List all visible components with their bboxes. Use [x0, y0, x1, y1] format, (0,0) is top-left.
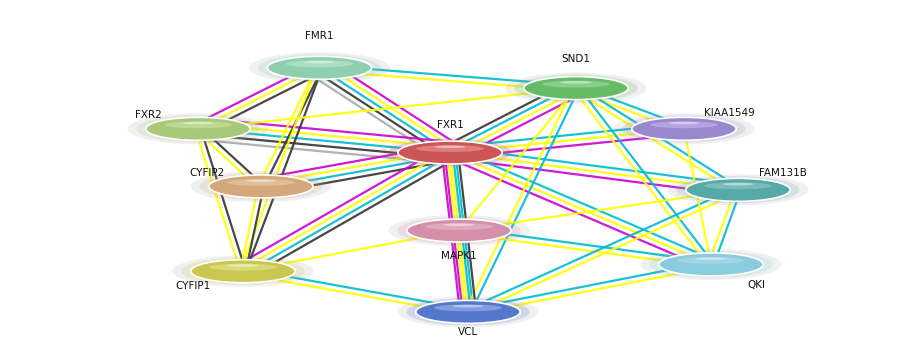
Ellipse shape [398, 141, 502, 164]
Ellipse shape [228, 264, 258, 267]
Ellipse shape [267, 56, 372, 79]
Ellipse shape [434, 304, 502, 311]
Ellipse shape [249, 52, 390, 83]
Ellipse shape [128, 113, 268, 144]
Ellipse shape [416, 300, 520, 323]
Text: FXR2: FXR2 [135, 110, 162, 120]
Ellipse shape [200, 173, 322, 200]
Ellipse shape [677, 257, 745, 264]
Text: SND1: SND1 [562, 54, 590, 64]
Ellipse shape [398, 296, 538, 327]
Ellipse shape [650, 251, 772, 278]
Ellipse shape [173, 256, 313, 287]
Ellipse shape [506, 73, 646, 104]
Ellipse shape [191, 260, 295, 283]
Ellipse shape [389, 215, 529, 246]
Ellipse shape [164, 121, 232, 128]
Text: CYFIP1: CYFIP1 [176, 281, 211, 292]
Ellipse shape [304, 61, 335, 63]
Ellipse shape [416, 300, 520, 323]
Ellipse shape [146, 117, 250, 140]
Ellipse shape [398, 217, 520, 244]
Ellipse shape [686, 178, 790, 201]
Ellipse shape [704, 182, 772, 189]
Ellipse shape [659, 253, 763, 276]
Ellipse shape [668, 174, 808, 205]
Ellipse shape [444, 223, 474, 226]
Ellipse shape [524, 77, 628, 100]
Text: CYFIP2: CYFIP2 [189, 168, 225, 178]
Ellipse shape [285, 60, 354, 67]
Ellipse shape [561, 81, 591, 84]
Ellipse shape [182, 258, 304, 285]
Ellipse shape [398, 141, 502, 164]
Ellipse shape [209, 264, 277, 271]
Ellipse shape [267, 56, 372, 79]
Ellipse shape [542, 81, 610, 87]
Text: FAM131B: FAM131B [759, 168, 807, 178]
Ellipse shape [407, 298, 529, 325]
Ellipse shape [686, 178, 790, 201]
Ellipse shape [453, 305, 483, 307]
Ellipse shape [183, 122, 213, 124]
Ellipse shape [650, 121, 718, 128]
Ellipse shape [407, 219, 511, 242]
Ellipse shape [623, 115, 745, 142]
Ellipse shape [407, 219, 511, 242]
Text: MAPK1: MAPK1 [441, 251, 477, 261]
Ellipse shape [146, 117, 250, 140]
Ellipse shape [632, 117, 736, 140]
Ellipse shape [258, 54, 381, 81]
Text: FMR1: FMR1 [305, 31, 334, 41]
Ellipse shape [246, 179, 276, 182]
Text: FXR1: FXR1 [436, 120, 464, 131]
Ellipse shape [515, 75, 637, 102]
Ellipse shape [389, 139, 511, 166]
Ellipse shape [416, 145, 484, 152]
Ellipse shape [614, 113, 754, 144]
Ellipse shape [641, 249, 781, 280]
Ellipse shape [696, 257, 726, 260]
Ellipse shape [425, 223, 493, 230]
Ellipse shape [380, 137, 520, 168]
Ellipse shape [632, 117, 736, 140]
Ellipse shape [227, 179, 295, 186]
Text: VCL: VCL [458, 327, 478, 337]
Ellipse shape [524, 77, 628, 100]
Ellipse shape [659, 253, 763, 276]
Text: KIAA1549: KIAA1549 [704, 107, 754, 118]
Ellipse shape [209, 175, 313, 198]
Ellipse shape [723, 183, 753, 185]
Text: QKI: QKI [747, 280, 765, 290]
Ellipse shape [677, 176, 799, 203]
Ellipse shape [669, 122, 699, 124]
Ellipse shape [435, 145, 465, 148]
Ellipse shape [191, 260, 295, 283]
Ellipse shape [137, 115, 259, 142]
Ellipse shape [191, 171, 331, 202]
Ellipse shape [209, 175, 313, 198]
